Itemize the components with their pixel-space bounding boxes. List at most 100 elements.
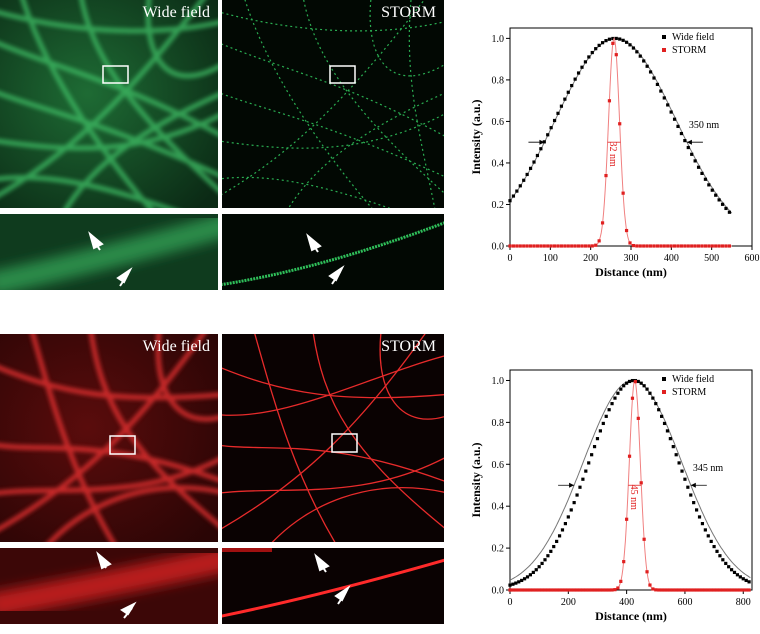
bottom-series-storm-point	[732, 588, 737, 592]
top-series-storm-point	[676, 244, 680, 248]
bottom-series-widefield-point	[555, 539, 559, 544]
bottom-series-storm-point	[552, 588, 556, 592]
bottom-series-storm-point	[636, 416, 640, 420]
bottom-series-storm-point	[543, 588, 547, 592]
bottom-series-widefield-point	[534, 568, 538, 572]
bottom-series-storm-point	[721, 588, 725, 592]
top-series-storm-point	[587, 244, 591, 248]
bottom-fwhm-arrowhead-left	[569, 482, 575, 488]
bottom-series-widefield-point	[692, 501, 696, 505]
bottom-ytick-label: 0.6	[492, 460, 505, 471]
bottom-series-storm-point	[613, 588, 617, 592]
top-series-widefield-point	[645, 64, 649, 68]
bottom-series-storm-point	[517, 588, 521, 592]
top-series-widefield-point	[635, 50, 639, 54]
bottom-series-widefield-point	[671, 445, 675, 449]
top-series-widefield-point	[552, 118, 557, 123]
top-series-widefield-point	[546, 133, 550, 137]
bottom-series-storm-point	[706, 588, 710, 592]
top-storm-label: STORM	[381, 4, 436, 21]
bottom-series-widefield-point	[718, 554, 722, 558]
bottom-series-storm-point	[546, 588, 550, 592]
bottom-series-storm-point	[557, 588, 562, 592]
bottom-series-storm-point	[581, 588, 585, 592]
bottom-series-widefield-point	[622, 384, 626, 388]
bottom-series-storm-point	[674, 588, 678, 592]
top-series-storm-point	[522, 244, 526, 248]
bottom-series-widefield-point	[683, 477, 687, 481]
bottom-widefield-label: Wide field	[142, 338, 210, 355]
top-legend-marker	[662, 48, 666, 52]
bottom-series-widefield-point	[627, 379, 632, 384]
bottom-series-widefield-point	[517, 580, 521, 584]
top-series-storm-point	[515, 244, 519, 248]
bottom-series-widefield-point	[625, 381, 629, 385]
bottom-series-storm-point	[528, 588, 533, 592]
top-series-widefield-point	[508, 199, 512, 203]
top-series-storm-point	[552, 244, 557, 248]
top-series-widefield-point	[511, 194, 516, 198]
top-series-storm-point	[566, 244, 570, 248]
bottom-series-widefield-point	[677, 461, 681, 465]
top-widefield-label: Wide field	[142, 4, 210, 21]
bottom-series-widefield-point	[686, 485, 690, 489]
top-series-widefield-point	[669, 110, 673, 114]
top-storm-fwhm-label: 32 nm	[607, 142, 618, 168]
top-series-widefield-point	[683, 139, 687, 143]
bottom-series-widefield-point	[744, 578, 748, 583]
bottom-series-storm-point	[738, 588, 742, 592]
bottom-series-storm-point	[680, 588, 684, 592]
bottom-series-widefield-point	[508, 583, 512, 587]
top-series-storm-point	[518, 244, 522, 248]
top-series-storm-point	[614, 53, 618, 57]
top-storm-zoom	[222, 214, 444, 290]
bottom-series-storm-point	[727, 588, 731, 592]
bottom-series-storm-point	[718, 588, 722, 592]
top-series-storm-point	[559, 244, 564, 248]
bottom-series-storm-point	[645, 570, 649, 574]
bottom-series-storm-point	[654, 588, 658, 592]
bottom-series-widefield-point	[735, 573, 740, 577]
top-ytick-label: 0.8	[492, 75, 505, 86]
bottom-series-storm-point	[665, 588, 670, 592]
bottom-series-storm-point	[677, 588, 681, 592]
top-series-widefield-point	[522, 178, 526, 182]
top-series-widefield-point	[549, 126, 553, 130]
bottom-series-widefield-point	[662, 421, 667, 426]
bottom-series-widefield-point	[668, 437, 672, 441]
bottom-xtick-label: 800	[736, 597, 751, 608]
bottom-series-storm-point	[575, 588, 579, 592]
bottom-ytick-label: 1.0	[492, 376, 505, 387]
bottom-series-storm-point	[633, 380, 637, 384]
bottom-series-storm-point	[657, 588, 661, 592]
bottom-series-widefield-point	[657, 408, 661, 412]
bottom-series-widefield-point	[727, 565, 731, 569]
bottom-series-storm-point	[563, 588, 567, 592]
top-series-widefield-point	[631, 46, 636, 50]
top-series-widefield-point	[539, 147, 543, 151]
bottom-series-widefield-point	[715, 549, 719, 553]
bottom-series-widefield-point	[695, 508, 699, 512]
bottom-series-widefield-point	[581, 477, 585, 481]
top-storm-image: STORM	[222, 0, 444, 208]
top-series-widefield-point	[690, 152, 694, 156]
top-series-widefield-point	[515, 189, 519, 193]
bottom-ytick-label: 0.0	[492, 586, 505, 597]
bottom-ylabel: Intensity (a.u.)	[469, 442, 483, 517]
bottom-series-storm-point	[572, 588, 576, 592]
bottom-series-storm-point	[511, 588, 515, 592]
bottom-series-widefield-point	[514, 581, 518, 585]
top-series-storm-point	[570, 244, 574, 248]
top-series-storm-point	[642, 244, 646, 248]
bottom-series-widefield-point	[572, 501, 576, 505]
top-ytick-label: 0.6	[492, 117, 505, 128]
top-series-widefield-point	[604, 39, 608, 43]
bottom-series-widefield-point	[590, 453, 594, 457]
bottom-series-widefield-point	[689, 493, 693, 497]
bottom-series-widefield-point	[543, 558, 547, 562]
bottom-xlabel: Distance (nm)	[595, 609, 667, 623]
bottom-series-widefield-point	[741, 577, 745, 581]
bottom-series-storm-point	[601, 588, 605, 592]
top-series-widefield-point	[724, 206, 728, 211]
bottom-series-widefield-point	[706, 534, 710, 538]
